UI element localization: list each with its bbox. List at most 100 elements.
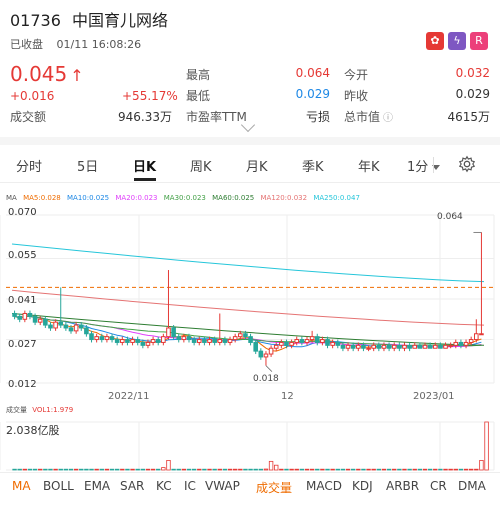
candle-body (468, 339, 474, 343)
indicator-macd[interactable]: MACD (306, 479, 342, 493)
ma20-legend: MA20:0.023 (115, 194, 158, 202)
candle-body (191, 339, 197, 343)
volume-bar (166, 460, 171, 471)
volume-bar (427, 468, 433, 471)
volume-bar (232, 468, 238, 471)
indicator-volume[interactable]: 成交量 (256, 481, 293, 495)
candle-body (166, 327, 171, 338)
candle-body (417, 344, 423, 349)
lightning-icon[interactable]: ϟ (448, 32, 466, 50)
volume-indicator: VOL1:1.979 (32, 406, 74, 414)
price-change-pct: +55.17% (122, 89, 178, 103)
volume-bar (217, 468, 222, 471)
mcap-label-text: 总市值 (344, 110, 381, 124)
candle-body (171, 327, 176, 338)
price-change: +0.016 (10, 89, 55, 103)
indicator-ic[interactable]: IC (184, 479, 196, 493)
candle-body (186, 336, 192, 341)
indicator-ema[interactable]: EMA (84, 479, 111, 493)
hk-flag-icon[interactable]: ✿ (426, 32, 444, 50)
volume-bar (156, 468, 161, 471)
margin-tag-icon[interactable]: R (470, 32, 488, 50)
volume-bar (212, 468, 217, 471)
low-label: 最低 (186, 89, 211, 103)
volume-bar (279, 468, 284, 471)
tab-intraday[interactable]: 分时 (16, 160, 43, 175)
volume-bar (263, 468, 269, 471)
candle-body (258, 350, 264, 358)
candle-body (463, 341, 469, 346)
volume-bar (356, 468, 361, 471)
volume-bar (397, 468, 402, 471)
volume-bar (325, 468, 330, 471)
last-price: 0.045 ↑ (10, 62, 84, 86)
volume-bar (238, 468, 243, 471)
candle-body (202, 339, 207, 343)
y-tick-label: 0.041 (8, 295, 37, 306)
volume-bar (27, 468, 33, 471)
candle-body (140, 341, 146, 346)
candle-body (196, 339, 202, 343)
indicator-arbr[interactable]: ARBR (386, 479, 420, 493)
candle-body (181, 336, 187, 341)
volume-bar (32, 468, 38, 471)
tab-monthly-k[interactable]: 月K (246, 160, 268, 175)
indicator-dma[interactable]: DMA (458, 479, 486, 493)
volume-bar (376, 468, 382, 471)
tab-weekly-k[interactable]: 周K (190, 160, 212, 175)
candle-body (104, 336, 110, 341)
candle-body (397, 344, 402, 349)
volume-bar (268, 460, 274, 471)
section-divider (0, 137, 500, 145)
candle-body (386, 344, 392, 349)
candle-body (155, 339, 161, 343)
candle-body (130, 339, 135, 343)
candle-body (94, 336, 99, 341)
candle-body (43, 318, 48, 326)
candle-body (448, 344, 453, 347)
mcap-label[interactable]: 总市值 ⓘ (344, 108, 393, 125)
volume-bar (202, 468, 207, 471)
tab-minute-label: 1分 (407, 160, 429, 175)
candle-body (268, 347, 274, 355)
candle-body (212, 339, 217, 343)
candle-body (284, 341, 289, 346)
candle-body (458, 341, 464, 346)
volume-bar (304, 468, 310, 471)
tab-5day[interactable]: 5日 (77, 160, 99, 175)
gear-icon[interactable] (458, 155, 476, 173)
volume-bar (99, 468, 104, 471)
volume-bar (335, 468, 340, 471)
indicator-kc[interactable]: KC (156, 479, 172, 493)
indicator-ma[interactable]: MA (12, 479, 31, 493)
volume-bar (484, 421, 489, 471)
candle-body (361, 344, 366, 349)
indicator-kdj[interactable]: KDJ (352, 479, 373, 493)
stock-name: 中国育儿网络 (72, 11, 169, 30)
volume-bar (176, 468, 181, 471)
candle-body (232, 336, 238, 341)
chart-grid (0, 214, 495, 384)
mcap-value: 4615万 (447, 110, 490, 124)
pe-value: 亏损 (305, 110, 330, 124)
tab-yearly-k[interactable]: 年K (358, 160, 380, 175)
indicator-cr[interactable]: CR (430, 479, 447, 493)
volume-bar (140, 468, 146, 471)
tab-quarterly-k[interactable]: 季K (302, 160, 324, 175)
period-tabs: 分时 5日 日K 周K 月K 季K 年K 1分 (0, 147, 500, 183)
candle-body (253, 341, 258, 352)
volume-bar (371, 468, 376, 471)
indicator-sar[interactable]: SAR (120, 479, 145, 493)
help-circle-icon[interactable]: ⓘ (383, 113, 394, 124)
volume-bar (94, 468, 99, 471)
volume-bar (197, 468, 202, 471)
candlestick-chart[interactable] (0, 205, 500, 390)
arrow-up-icon: ↑ (70, 66, 84, 85)
indicator-boll[interactable]: BOLL (43, 479, 74, 493)
tab-minute-dropdown[interactable]: 1分 (407, 156, 441, 175)
tab-daily-k[interactable]: 日K (133, 160, 157, 175)
indicator-vwap[interactable]: VWAP (205, 479, 240, 493)
ma-legend: MA MA5:0.028 MA10:0.025 MA20:0.023 MA30:… (6, 194, 364, 202)
volume-chart[interactable] (0, 418, 500, 472)
candle-body (427, 344, 433, 349)
